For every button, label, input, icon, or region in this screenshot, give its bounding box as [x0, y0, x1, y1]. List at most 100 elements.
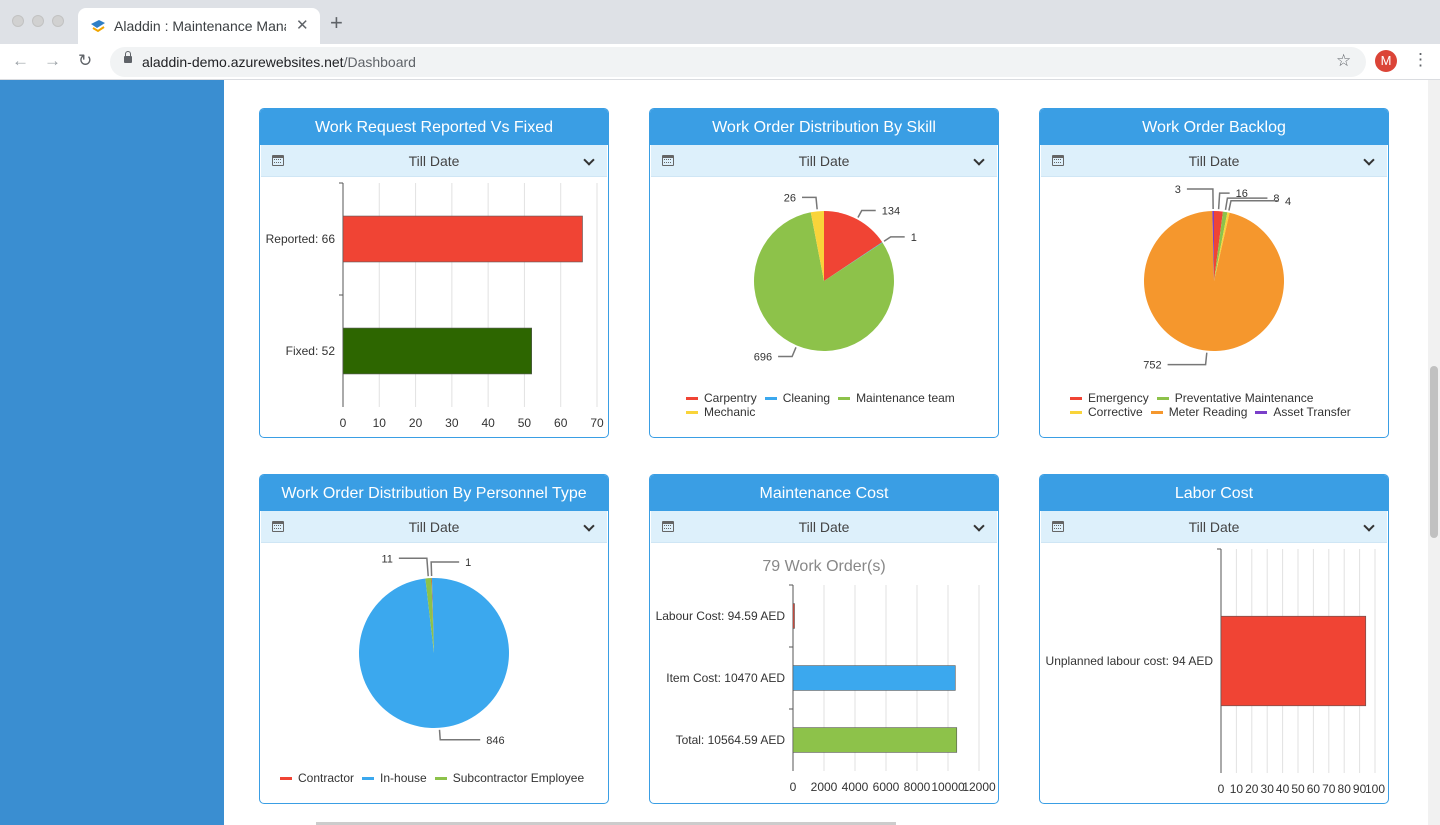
pie-connector [883, 236, 905, 242]
pie-value-label: 4 [1285, 196, 1291, 208]
legend-item[interactable]: Emergency [1070, 391, 1149, 405]
chart-work-request: 0 10 20 30 40 50 60 70 Reported: 66 Fixed: 52 [260, 177, 608, 437]
legend-item[interactable]: Preventative Maintenance [1156, 391, 1314, 405]
pie-connector [438, 729, 481, 741]
date-filter-dropdown[interactable]: Till Date [1041, 511, 1387, 543]
card-work-request: Work Request Reported Vs Fixed Till Date… [259, 108, 609, 438]
pie-value-label: 16 [1236, 188, 1248, 200]
address-bar[interactable]: aladdin-demo.azurewebsites.net/Dashboard… [110, 47, 1366, 77]
bar-category-label: Fixed: 52 [286, 344, 336, 358]
chart-legend: Emergency Preventative Maintenance Correct… [1070, 391, 1380, 419]
pie-value-label: 1 [465, 557, 471, 569]
card-title: Work Order Backlog [1040, 109, 1388, 145]
chevron-down-icon [1363, 154, 1375, 166]
chevron-down-icon [583, 520, 595, 532]
pie-value-label: 11 [381, 553, 392, 565]
pie-value-label: 846 [486, 735, 504, 747]
app-sidebar [0, 80, 224, 825]
bar-category-label: Item Cost: 10470 AED [666, 671, 785, 685]
legend-item[interactable]: Asset Transfer [1255, 405, 1351, 419]
window-minimize-button[interactable] [32, 15, 44, 27]
date-filter-dropdown[interactable]: Till Date [261, 145, 607, 177]
pie-connector [1228, 200, 1279, 211]
card-title: Labor Cost [1040, 475, 1388, 511]
reload-icon[interactable]: ↻ [78, 51, 93, 70]
bar [342, 327, 532, 375]
url-text[interactable]: aladdin-demo.azurewebsites.net/Dashboard [142, 54, 416, 70]
calendar-icon [662, 155, 674, 166]
legend-item[interactable]: Cleaning [764, 391, 831, 405]
legend-marker [362, 777, 375, 781]
pie-slice [425, 578, 434, 653]
legend-item[interactable]: Maintenance team [838, 391, 955, 405]
bookmark-star-icon[interactable]: ☆ [1336, 51, 1352, 70]
card-personnel-type: Work Order Distribution By Personnel Typ… [259, 474, 609, 804]
new-tab-button[interactable]: + [330, 10, 343, 35]
legend-item[interactable]: Corrective [1070, 405, 1143, 419]
legend-label: Cleaning [782, 391, 831, 405]
date-filter-dropdown[interactable]: Till Date [1041, 145, 1387, 177]
x-tick-label: 20 [409, 416, 423, 430]
pie-value-label: 26 [784, 192, 796, 204]
date-filter-dropdown[interactable]: Till Date [651, 145, 997, 177]
filter-label: Till Date [1188, 519, 1240, 535]
pie-value-label: 696 [754, 352, 772, 364]
page-scrollbar[interactable] [1428, 80, 1440, 825]
back-arrow-icon[interactable]: ← [12, 51, 29, 70]
x-tick-label: 80 [1338, 782, 1352, 796]
card-maintenance-cost: Maintenance Cost Till Date 79 Work Order… [649, 474, 999, 804]
filter-label: Till Date [798, 519, 850, 535]
legend-marker [686, 411, 698, 415]
x-tick-label: 40 [481, 416, 495, 430]
chart-labor-cost: 0 10 20 30 40 50 60 70 80 90 100 Unplanned labour c… [1040, 543, 1388, 803]
profile-avatar[interactable]: M [1375, 50, 1397, 72]
legend-item[interactable]: Mechanic [686, 405, 755, 419]
card-title: Work Order Distribution By Skill [650, 109, 998, 145]
bar-category-label: Reported: 66 [266, 232, 336, 246]
filter-label: Till Date [408, 519, 460, 535]
pie-slice [1214, 212, 1230, 281]
card-title: Work Request Reported Vs Fixed [260, 109, 608, 145]
scrollbar-thumb[interactable] [1430, 366, 1438, 538]
calendar-icon [272, 155, 284, 166]
x-tick-label: 30 [1261, 782, 1275, 796]
date-filter-dropdown[interactable]: Till Date [651, 511, 997, 543]
legend-label: Asset Transfer [1273, 405, 1351, 419]
date-filter-dropdown[interactable]: Till Date [261, 511, 607, 543]
pie-value-label: 3 [1175, 184, 1181, 196]
window-zoom-button[interactable] [52, 15, 64, 27]
card-backlog: Work Order Backlog Till Date 16 8 4 752 3 Eme… [1039, 108, 1389, 438]
pie-connector [398, 557, 429, 577]
next-row-edge [316, 822, 896, 825]
forward-arrow-icon[interactable]: → [44, 51, 61, 70]
legend-item[interactable]: Contractor [280, 771, 354, 785]
legend-label: Maintenance team [856, 391, 955, 405]
chart-skill-distribution: 134 1 696 26 Carpentry Cleaning Maintenance te… [650, 177, 998, 437]
lock-icon [124, 51, 132, 63]
legend-marker [764, 397, 777, 401]
legend-marker [686, 397, 698, 401]
legend-marker [1255, 411, 1268, 415]
tab-close-icon[interactable]: ✕ [296, 17, 309, 34]
legend-item[interactable]: Carpentry [686, 391, 757, 405]
browser-tab[interactable]: Aladdin : Maintenance Management ✕ [78, 8, 320, 44]
x-tick-label: 10 [373, 416, 387, 430]
window-close-button[interactable] [12, 15, 24, 27]
bar [792, 727, 958, 753]
chevron-down-icon [973, 154, 985, 166]
legend-item[interactable]: Meter Reading [1150, 405, 1247, 419]
browser-menu-icon[interactable]: ⋮ [1412, 50, 1429, 69]
x-tick-label: 40 [1276, 782, 1290, 796]
calendar-icon [1052, 155, 1064, 166]
x-tick-label: 10000 [931, 780, 965, 794]
x-tick-label: 50 [1291, 782, 1305, 796]
bar-category-label: Labour Cost: 94.59 AED [656, 609, 786, 623]
pie-connector [802, 196, 818, 210]
legend-item[interactable]: In-house [362, 771, 427, 785]
legend-label: Subcontractor Employee [452, 771, 585, 785]
x-tick-label: 0 [1218, 782, 1225, 796]
legend-label: Preventative Maintenance [1174, 391, 1314, 405]
calendar-icon [272, 521, 284, 532]
pie-connector [1217, 192, 1230, 210]
legend-item[interactable]: Subcontractor Employee [434, 771, 585, 785]
